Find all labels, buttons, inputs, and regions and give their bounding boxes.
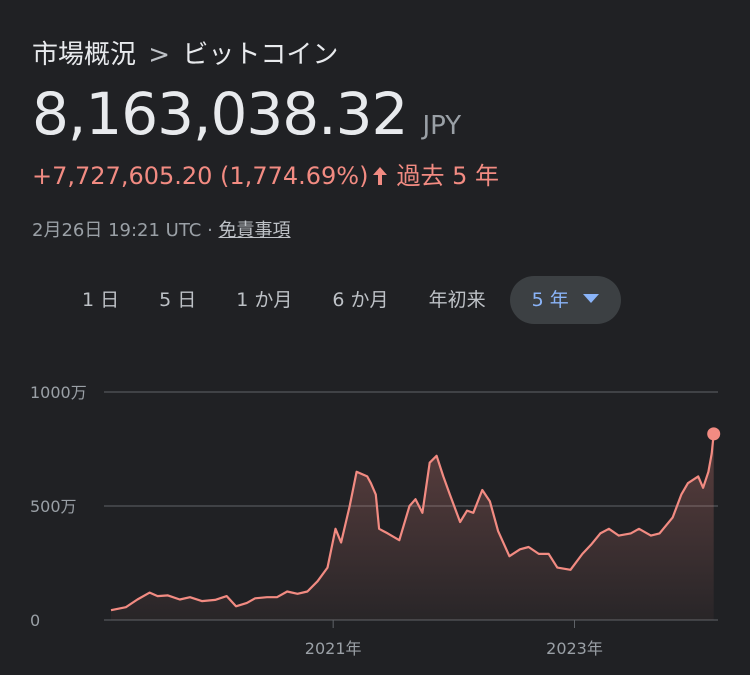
price-row: 8,163,038.32 JPY [32, 80, 461, 148]
breadcrumb-root[interactable]: 市場概況 [32, 40, 137, 70]
current-price: 8,163,038.32 [32, 80, 408, 148]
y-tick-label: 1000万 [30, 383, 87, 402]
tab-5d[interactable]: 5 日 [159, 289, 197, 311]
y-tick-label: 0 [30, 611, 40, 630]
price-line [110, 433, 715, 612]
tab-5y-label: 5 年 [531, 289, 569, 311]
dropdown-arrow-icon [582, 294, 599, 303]
breadcrumb: 市場概況 > ビットコイン [32, 34, 338, 71]
price-change: +7,727,605.20 (1,774.69%) 過去 5 年 [32, 156, 499, 191]
tab-1m[interactable]: 1 か月 [236, 289, 293, 311]
x-tick-label: 2021年 [305, 639, 362, 658]
tab-6m[interactable]: 6 か月 [332, 289, 389, 311]
tab-ytd[interactable]: 年初来 [428, 289, 486, 311]
tab-1d[interactable]: 1 日 [82, 289, 120, 311]
y-tick-label: 500万 [30, 497, 77, 516]
breadcrumb-separator: > [148, 40, 171, 70]
arrow-up-icon [372, 162, 388, 190]
price-area-fill [111, 433, 714, 620]
range-tabs: 1 日 5 日 1 か月 6 か月 年初来 5 年 [62, 276, 621, 324]
disclaimer-link[interactable]: 免責事項 [218, 220, 291, 241]
change-period: 過去 5 年 [396, 162, 499, 190]
price-chart[interactable]: 1000万 500万 0 2021年 2023年 [0, 370, 750, 675]
tab-5y[interactable]: 5 年 [509, 276, 621, 324]
timestamp: 2月26日 19:21 UTC · [32, 220, 213, 241]
timestamp-row: 2月26日 19:21 UTC · 免責事項 [32, 216, 291, 242]
currency-code: JPY [422, 111, 462, 141]
x-tick-label: 2023年 [546, 639, 603, 658]
breadcrumb-current: ビットコイン [182, 40, 339, 70]
change-value: +7,727,605.20 (1,774.69%) [32, 162, 369, 190]
latest-price-dot [707, 427, 721, 441]
